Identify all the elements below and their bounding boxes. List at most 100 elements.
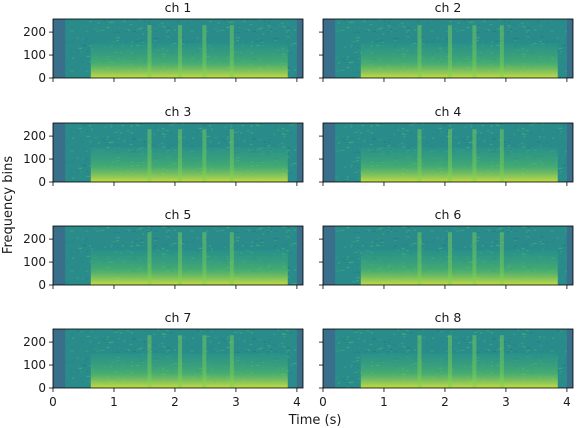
panel-frame (322, 122, 574, 183)
panel-frame (52, 328, 304, 389)
y-axis-label: Frequency bins (1, 156, 16, 254)
x-tick-label: 1 (110, 395, 118, 409)
spectrogram-panel: ch 1 0 100 200 (23, 0, 304, 85)
energy-burst (178, 232, 182, 285)
energy-burst (229, 232, 234, 285)
panel-title: ch 4 (435, 104, 462, 119)
energy-burst (472, 25, 477, 78)
energy-burst (202, 335, 207, 388)
panel-title: ch 7 (165, 310, 192, 325)
x-axis-label: Time (s) (288, 413, 342, 428)
speech-energy (360, 43, 558, 78)
speech-energy (90, 43, 288, 78)
energy-burst (448, 25, 452, 78)
energy-burst (499, 25, 504, 78)
x-tick-label: 3 (502, 395, 510, 409)
energy-burst (499, 129, 504, 182)
spectrogram-edge (53, 329, 66, 388)
energy-burst (417, 335, 422, 388)
y-tick-label: 100 (23, 255, 46, 269)
energy-burst (229, 129, 234, 182)
spectrogram-panel: ch 3 0 100 200 (23, 104, 304, 189)
spectrogram-edge (53, 19, 66, 78)
panel-frame (52, 225, 304, 286)
y-tick-label: 0 (38, 278, 46, 292)
spectrogram-edge (296, 329, 303, 388)
speech-energy (90, 250, 288, 285)
speech-energy (360, 250, 558, 285)
x-tick-label: 2 (171, 395, 179, 409)
energy-burst (202, 232, 207, 285)
energy-burst (417, 129, 422, 182)
spectrogram-edge (566, 329, 573, 388)
spectrogram-edge (323, 123, 336, 182)
speech-energy (360, 147, 558, 182)
panel-title: ch 5 (165, 207, 192, 222)
y-tick-label: 200 (23, 129, 46, 143)
spectrogram-edge (566, 123, 573, 182)
y-tick-label: 200 (23, 232, 46, 246)
energy-burst (499, 232, 504, 285)
x-tick-label: 2 (441, 395, 449, 409)
energy-burst (178, 335, 182, 388)
spectrogram-edge (296, 123, 303, 182)
energy-burst (448, 129, 452, 182)
spectrogram-edge (53, 226, 66, 285)
spectrogram-panel: ch 5 0 100 200 (23, 207, 304, 292)
panel-frame (52, 122, 304, 183)
energy-burst (202, 129, 207, 182)
energy-burst (147, 335, 152, 388)
x-tick-label: 1 (380, 395, 388, 409)
y-tick-label: 0 (38, 175, 46, 189)
spectrogram-edge (296, 19, 303, 78)
energy-burst (202, 25, 207, 78)
energy-burst (417, 25, 422, 78)
y-tick-label: 0 (38, 71, 46, 85)
y-tick-label: 100 (23, 358, 46, 372)
panel-frame (52, 18, 304, 79)
x-tick-label: 4 (293, 395, 301, 409)
speech-energy (90, 353, 288, 388)
y-tick-label: 200 (23, 25, 46, 39)
panel-title: ch 6 (435, 207, 462, 222)
y-tick-label: 0 (38, 381, 46, 395)
x-tick-label: 0 (49, 395, 57, 409)
spectrogram-panel: ch 2 (319, 0, 574, 82)
energy-burst (472, 335, 477, 388)
spectrogram-edge (323, 329, 336, 388)
y-tick-label: 100 (23, 48, 46, 62)
energy-burst (178, 25, 182, 78)
spectrogram-panel: ch 7 0 100 200 0 1 2 3 4 (23, 310, 304, 409)
energy-burst (147, 25, 152, 78)
spectrogram-edge (566, 226, 573, 285)
x-tick-label: 3 (232, 395, 240, 409)
panel-frame (322, 225, 574, 286)
speech-energy (360, 353, 558, 388)
speech-energy (90, 147, 288, 182)
panel-title: ch 2 (435, 0, 462, 15)
spectrogram-panel: ch 8 0 1 2 3 4 (319, 310, 574, 409)
x-tick-label: 4 (563, 395, 571, 409)
panel-title: ch 8 (435, 310, 462, 325)
panel-frame (322, 328, 574, 389)
energy-burst (178, 129, 182, 182)
x-tick-label: 0 (319, 395, 327, 409)
spectrogram-edge (53, 123, 66, 182)
panel-frame (322, 18, 574, 79)
spectrogram-edge (323, 226, 336, 285)
energy-burst (499, 335, 504, 388)
spectrogram-panel: ch 4 (319, 104, 574, 186)
energy-burst (472, 129, 477, 182)
energy-burst (448, 232, 452, 285)
y-tick-label: 200 (23, 335, 46, 349)
energy-burst (229, 25, 234, 78)
spectrogram-edge (296, 226, 303, 285)
energy-burst (448, 335, 452, 388)
spectrogram-edge (323, 19, 336, 78)
energy-burst (147, 129, 152, 182)
energy-burst (147, 232, 152, 285)
spectrogram-edge (566, 19, 573, 78)
y-tick-label: 100 (23, 152, 46, 166)
spectrogram-panel: ch 6 (319, 207, 574, 289)
